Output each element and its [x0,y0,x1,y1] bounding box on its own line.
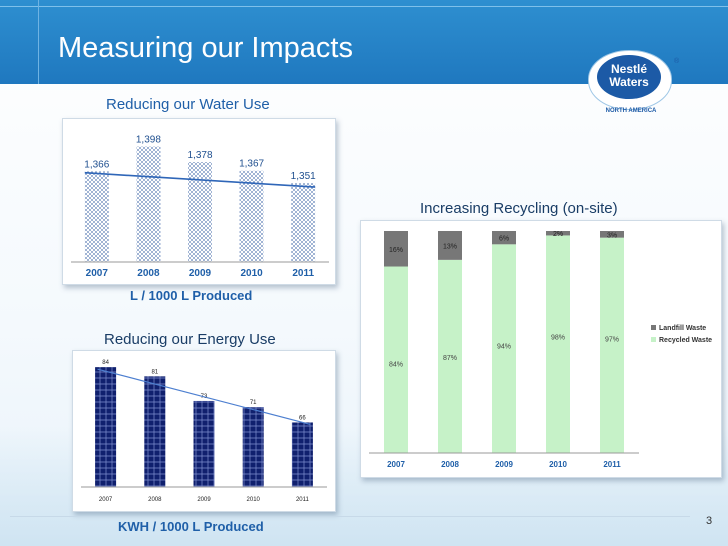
recycled-data-label: 97% [605,337,619,344]
energy-bar [144,376,166,487]
recycled-data-label: 87% [443,355,457,362]
logo-line2: Waters [609,75,649,89]
energy-bar [95,367,117,487]
logo-line1: Nestlé [610,62,648,76]
water-x-tick: 2010 [240,268,263,279]
recycled-bar [600,237,624,453]
water-x-tick: 2007 [86,268,109,279]
water-bar [291,183,316,262]
legend-swatch-landfill [651,325,656,330]
recycled-bar [384,266,408,453]
recycling-chart-title: Increasing Recycling (on-site) [420,200,618,217]
water-bar [188,162,212,262]
recycled-bar [546,235,570,453]
water-data-label: 1,351 [291,171,316,182]
energy-bar [242,407,264,487]
landfill-bar [438,231,462,260]
water-bar [84,171,109,262]
recycled-bar [492,244,516,453]
water-data-label: 1,378 [187,150,212,161]
energy-bar [193,400,215,487]
recycling-x-tick: 2010 [549,460,567,469]
recycled-data-label: 84% [389,362,403,369]
recycling-x-tick: 2009 [495,460,513,469]
legend-label-recycled: Recycled Waste [659,337,712,344]
landfill-bar [600,231,624,238]
energy-data-label: 84 [102,360,109,366]
recycling-chart: 84% 16% 2007 87% 13% 2008 94% 6% 2009 98% 2% 2010 97… [369,231,712,469]
recycled-bar [438,259,462,453]
logo-subtitle: NORTH AMERICA [605,108,657,114]
landfill-bar [492,231,516,245]
energy-x-tick: 2009 [197,497,211,503]
recycled-data-label: 94% [497,343,511,350]
recycling-x-tick: 2007 [387,460,405,469]
water-trendline [84,171,316,188]
landfill-data-label: 2% [553,231,563,238]
water-chart-panel: 1,366 2007 1,398 2008 1,378 2009 1,367 2010 1,35… [62,118,336,285]
nestle-waters-logo: Nestlé Waters [588,50,672,110]
landfill-data-label: 16% [389,247,403,254]
energy-bar [291,422,313,487]
energy-data-label: 66 [299,415,306,421]
title-bar-line [0,6,728,7]
water-data-label: 1,398 [136,134,161,145]
energy-data-label: 71 [250,400,257,406]
energy-x-tick: 2007 [99,497,113,503]
energy-chart-unit: KWH / 1000 L Produced [118,519,264,534]
energy-chart: 842007812008732009712010662011 [81,360,327,503]
landfill-bar [384,231,408,267]
logo-registered: ® [674,58,680,65]
landfill-data-label: 3% [607,232,617,239]
landfill-bar [546,231,570,236]
landfill-data-label: 13% [443,243,457,250]
energy-chart-panel: 842007812008732009712010662011 [72,350,336,512]
water-data-label: 1,366 [84,159,109,170]
legend-swatch-recycled [651,337,656,342]
water-x-tick: 2011 [292,268,314,279]
energy-x-tick: 2011 [296,497,310,503]
recycling-x-tick: 2011 [603,460,621,469]
recycled-data-label: 98% [551,334,565,341]
water-chart-title: Reducing our Water Use [106,96,270,113]
water-chart-unit: L / 1000 L Produced [130,288,253,303]
slide-title: Measuring our Impacts [58,32,353,64]
water-chart: 1,366 2007 1,398 2008 1,378 2009 1,367 2010 1,35… [71,134,329,279]
legend-label-landfill: Landfill Waste [659,325,706,332]
energy-data-label: 81 [151,369,158,375]
title-bar-tick [38,0,39,84]
logo-badge: Nestlé Waters [597,55,661,99]
water-bar [136,146,161,262]
energy-trendline [97,368,311,426]
water-data-label: 1,367 [239,159,264,170]
water-x-tick: 2009 [189,268,212,279]
slide-number: 3 [706,515,713,527]
recycling-x-tick: 2008 [441,460,459,469]
landfill-data-label: 6% [499,236,509,243]
energy-x-tick: 2010 [247,497,261,503]
energy-x-tick: 2008 [148,497,162,503]
footer-line [10,516,690,517]
water-bar [239,170,264,262]
water-x-tick: 2008 [137,268,160,279]
recycling-chart-panel: 84% 16% 2007 87% 13% 2008 94% 6% 2009 98% 2% 2010 97… [360,220,722,478]
energy-chart-title: Reducing our Energy Use [104,331,276,348]
